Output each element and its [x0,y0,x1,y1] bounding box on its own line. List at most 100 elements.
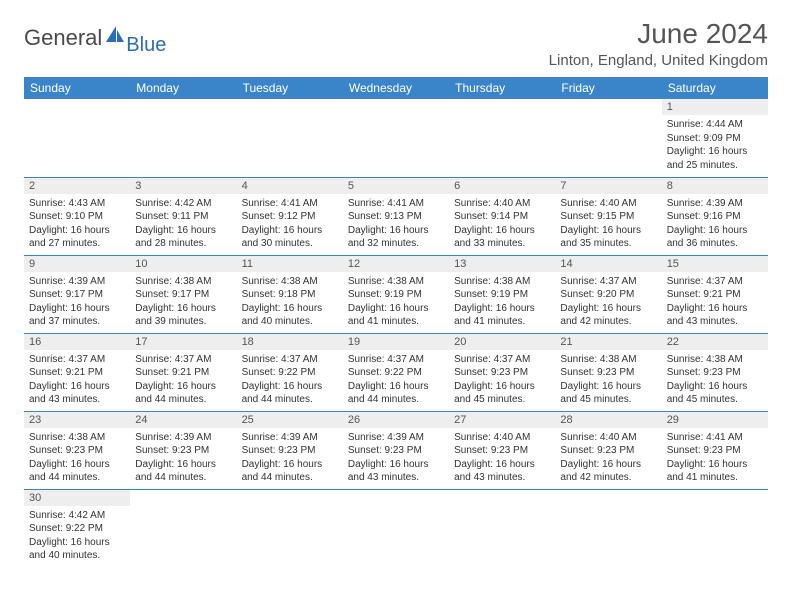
calendar-cell [130,489,236,567]
calendar-cell: 17Sunrise: 4:37 AMSunset: 9:21 PMDayligh… [130,333,236,411]
calendar-cell: 9Sunrise: 4:39 AMSunset: 9:17 PMDaylight… [24,255,130,333]
day-details: Sunrise: 4:41 AMSunset: 9:12 PMDaylight:… [237,194,343,255]
calendar-cell: 30Sunrise: 4:42 AMSunset: 9:22 PMDayligh… [24,489,130,567]
calendar-cell: 1Sunrise: 4:44 AMSunset: 9:09 PMDaylight… [662,99,768,177]
day-details: Sunrise: 4:44 AMSunset: 9:09 PMDaylight:… [662,115,768,176]
day-details: Sunrise: 4:40 AMSunset: 9:14 PMDaylight:… [449,194,555,255]
day-number: 14 [555,256,661,272]
day-number: 3 [130,178,236,194]
day-details: Sunrise: 4:38 AMSunset: 9:19 PMDaylight:… [343,272,449,333]
day-details: Sunrise: 4:41 AMSunset: 9:13 PMDaylight:… [343,194,449,255]
day-number: 27 [449,412,555,428]
day-number: 28 [555,412,661,428]
day-number: 13 [449,256,555,272]
calendar-cell [449,489,555,567]
day-number: 19 [343,334,449,350]
day-number: 6 [449,178,555,194]
calendar-cell: 24Sunrise: 4:39 AMSunset: 9:23 PMDayligh… [130,411,236,489]
day-details: Sunrise: 4:39 AMSunset: 9:16 PMDaylight:… [662,194,768,255]
calendar-cell: 13Sunrise: 4:38 AMSunset: 9:19 PMDayligh… [449,255,555,333]
day-number: 22 [662,334,768,350]
weekday-header: Tuesday [237,77,343,99]
calendar-cell [449,99,555,177]
calendar-cell: 12Sunrise: 4:38 AMSunset: 9:19 PMDayligh… [343,255,449,333]
calendar-cell: 23Sunrise: 4:38 AMSunset: 9:23 PMDayligh… [24,411,130,489]
day-details: Sunrise: 4:37 AMSunset: 9:20 PMDaylight:… [555,272,661,333]
calendar-cell: 2Sunrise: 4:43 AMSunset: 9:10 PMDaylight… [24,177,130,255]
day-details: Sunrise: 4:39 AMSunset: 9:23 PMDaylight:… [130,428,236,489]
day-number: 26 [343,412,449,428]
calendar-cell: 6Sunrise: 4:40 AMSunset: 9:14 PMDaylight… [449,177,555,255]
calendar-cell [555,489,661,567]
calendar-cell: 29Sunrise: 4:41 AMSunset: 9:23 PMDayligh… [662,411,768,489]
calendar-cell: 27Sunrise: 4:40 AMSunset: 9:23 PMDayligh… [449,411,555,489]
day-details: Sunrise: 4:43 AMSunset: 9:10 PMDaylight:… [24,194,130,255]
weekday-header: Wednesday [343,77,449,99]
day-details: Sunrise: 4:42 AMSunset: 9:11 PMDaylight:… [130,194,236,255]
calendar-cell [343,99,449,177]
weekday-header: Friday [555,77,661,99]
day-details: Sunrise: 4:37 AMSunset: 9:22 PMDaylight:… [237,350,343,411]
calendar-row: 23Sunrise: 4:38 AMSunset: 9:23 PMDayligh… [24,411,768,489]
weekday-header: Thursday [449,77,555,99]
calendar-cell: 26Sunrise: 4:39 AMSunset: 9:23 PMDayligh… [343,411,449,489]
day-details: Sunrise: 4:38 AMSunset: 9:23 PMDaylight:… [662,350,768,411]
logo-text-blue: Blue [126,34,166,57]
weekday-header: Sunday [24,77,130,99]
calendar-cell: 10Sunrise: 4:38 AMSunset: 9:17 PMDayligh… [130,255,236,333]
day-number: 25 [237,412,343,428]
calendar-cell [237,99,343,177]
weekday-header: Saturday [662,77,768,99]
calendar-cell [130,99,236,177]
day-number: 30 [24,490,130,506]
calendar-cell: 20Sunrise: 4:37 AMSunset: 9:23 PMDayligh… [449,333,555,411]
day-number: 15 [662,256,768,272]
calendar-row: 30Sunrise: 4:42 AMSunset: 9:22 PMDayligh… [24,489,768,567]
day-details: Sunrise: 4:40 AMSunset: 9:15 PMDaylight:… [555,194,661,255]
day-number: 1 [662,99,768,115]
day-number: 29 [662,412,768,428]
day-number: 9 [24,256,130,272]
day-details: Sunrise: 4:38 AMSunset: 9:18 PMDaylight:… [237,272,343,333]
day-details: Sunrise: 4:38 AMSunset: 9:19 PMDaylight:… [449,272,555,333]
header-right: June 2024 Linton, England, United Kingdo… [549,18,768,69]
day-number: 21 [555,334,661,350]
weekday-header: Monday [130,77,236,99]
calendar-cell: 28Sunrise: 4:40 AMSunset: 9:23 PMDayligh… [555,411,661,489]
calendar-cell: 7Sunrise: 4:40 AMSunset: 9:15 PMDaylight… [555,177,661,255]
weekday-header-row: Sunday Monday Tuesday Wednesday Thursday… [24,77,768,99]
calendar-cell [662,489,768,567]
day-details: Sunrise: 4:41 AMSunset: 9:23 PMDaylight:… [662,428,768,489]
calendar-cell: 15Sunrise: 4:37 AMSunset: 9:21 PMDayligh… [662,255,768,333]
calendar-cell: 18Sunrise: 4:37 AMSunset: 9:22 PMDayligh… [237,333,343,411]
calendar-row: 1Sunrise: 4:44 AMSunset: 9:09 PMDaylight… [24,99,768,177]
calendar-cell: 3Sunrise: 4:42 AMSunset: 9:11 PMDaylight… [130,177,236,255]
day-number: 23 [24,412,130,428]
calendar-cell: 19Sunrise: 4:37 AMSunset: 9:22 PMDayligh… [343,333,449,411]
header-row: General Blue June 2024 Linton, England, … [24,18,768,69]
calendar-cell: 21Sunrise: 4:38 AMSunset: 9:23 PMDayligh… [555,333,661,411]
day-number: 2 [24,178,130,194]
day-number: 7 [555,178,661,194]
day-details: Sunrise: 4:39 AMSunset: 9:23 PMDaylight:… [237,428,343,489]
logo: General Blue [24,18,166,51]
day-details: Sunrise: 4:37 AMSunset: 9:22 PMDaylight:… [343,350,449,411]
calendar-cell [237,489,343,567]
calendar-row: 9Sunrise: 4:39 AMSunset: 9:17 PMDaylight… [24,255,768,333]
calendar-cell: 5Sunrise: 4:41 AMSunset: 9:13 PMDaylight… [343,177,449,255]
day-number: 5 [343,178,449,194]
calendar-cell: 8Sunrise: 4:39 AMSunset: 9:16 PMDaylight… [662,177,768,255]
calendar-cell: 22Sunrise: 4:38 AMSunset: 9:23 PMDayligh… [662,333,768,411]
calendar-cell: 11Sunrise: 4:38 AMSunset: 9:18 PMDayligh… [237,255,343,333]
location-text: Linton, England, United Kingdom [549,52,768,69]
calendar-cell: 14Sunrise: 4:37 AMSunset: 9:20 PMDayligh… [555,255,661,333]
day-details: Sunrise: 4:40 AMSunset: 9:23 PMDaylight:… [449,428,555,489]
logo-text-general: General [24,25,102,51]
day-details: Sunrise: 4:37 AMSunset: 9:21 PMDaylight:… [662,272,768,333]
day-number: 10 [130,256,236,272]
calendar-cell [343,489,449,567]
day-number: 20 [449,334,555,350]
day-number: 11 [237,256,343,272]
day-details: Sunrise: 4:42 AMSunset: 9:22 PMDaylight:… [24,506,130,567]
day-number: 12 [343,256,449,272]
